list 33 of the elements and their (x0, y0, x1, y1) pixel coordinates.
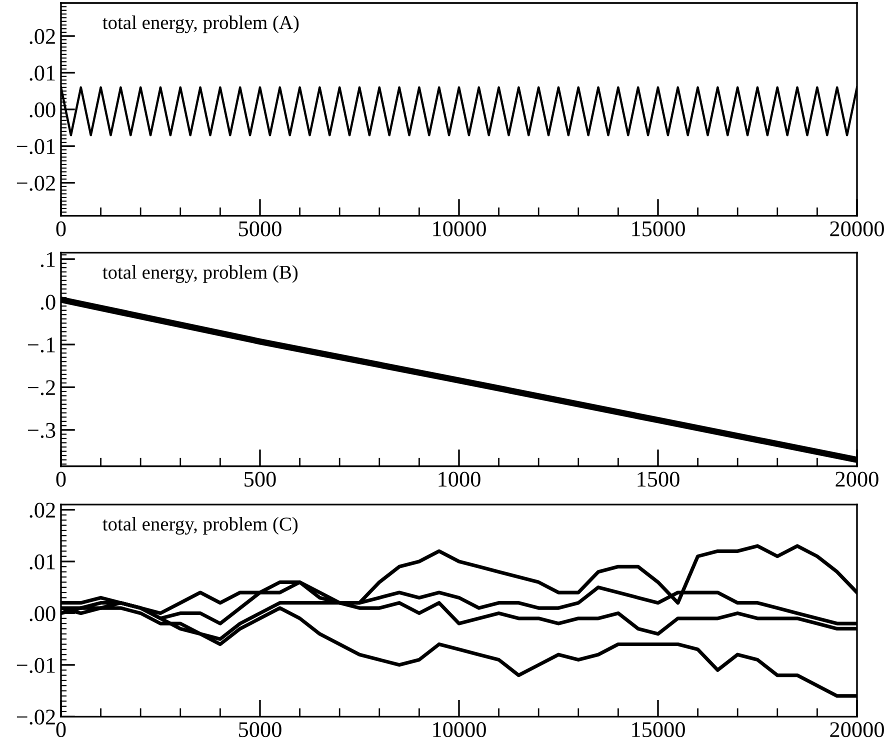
x-tick-label: 10000 (433, 722, 486, 738)
y-tick-label: .00 (30, 606, 56, 622)
x-tick-label: 1000 (438, 472, 480, 487)
annotation: total energy, problem (A) (102, 15, 299, 34)
x-tick-label: 10000 (433, 221, 486, 236)
y-tick-label: .02 (30, 28, 55, 44)
annotation: total energy, problem (B) (102, 265, 298, 283)
x-tick-label: 0 (56, 722, 66, 738)
x-tick-label: 0 (56, 221, 66, 236)
x-tick-label: 1500 (638, 472, 680, 487)
x-tick-label: 20000 (830, 722, 884, 738)
y-tick-label: .00 (30, 102, 56, 118)
x-tick-label: 0 (56, 472, 66, 487)
y-tick-label: −.3 (28, 422, 56, 438)
y-tick-label: −.01 (16, 139, 55, 154)
y-tick-label: .0 (40, 294, 56, 310)
x-tick-label: 20000 (830, 221, 884, 236)
x-tick-label: 2000 (836, 472, 878, 487)
x-tick-label: 500 (244, 472, 276, 487)
y-tick-label: −.02 (16, 710, 55, 725)
y-tick-label: −.02 (16, 176, 55, 191)
x-tick-label: 15000 (632, 722, 685, 738)
x-tick-label: 5000 (239, 221, 282, 236)
y-tick-label: −.2 (28, 380, 55, 396)
y-tick-label: −.01 (16, 658, 55, 673)
x-tick-label: 15000 (632, 221, 685, 236)
y-tick-label: .02 (30, 502, 55, 518)
y-tick-label: −.1 (28, 338, 55, 353)
x-tick-label: 5000 (239, 722, 282, 738)
y-tick-label: .01 (30, 66, 55, 81)
y-tick-label: .01 (30, 554, 55, 570)
y-tick-label: .1 (40, 252, 55, 268)
annotation: total energy, problem (C) (102, 516, 298, 535)
